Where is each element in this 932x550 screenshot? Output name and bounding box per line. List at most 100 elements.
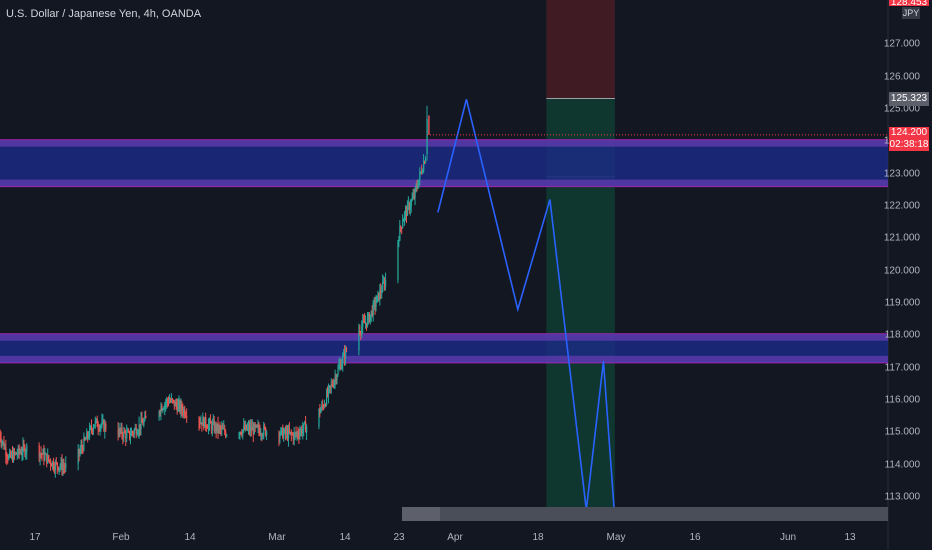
candle-body xyxy=(128,431,130,433)
time-tick-label: 14 xyxy=(339,532,351,543)
candle-body xyxy=(284,429,286,433)
candle-body xyxy=(212,421,214,424)
price-tick-label: 114.000 xyxy=(884,459,920,471)
candle-body xyxy=(403,219,405,222)
candle-body xyxy=(327,387,330,396)
candle-body xyxy=(57,466,59,471)
candle-body xyxy=(253,424,255,435)
candle-body xyxy=(210,423,213,431)
candle-body xyxy=(223,428,225,430)
bar-countdown-label: 02:38:18 xyxy=(889,138,929,151)
zone-top-edge-1 xyxy=(0,139,888,147)
candle-body xyxy=(133,429,136,434)
candle-body xyxy=(303,423,305,430)
time-tick-label: May xyxy=(606,532,626,543)
candle-body xyxy=(173,400,175,407)
candle-body xyxy=(44,454,46,460)
candle-body xyxy=(6,455,8,458)
candle-body xyxy=(8,456,10,460)
candle-body xyxy=(364,321,366,324)
candle-body xyxy=(226,435,228,437)
candle-body xyxy=(247,427,249,430)
candle-body xyxy=(296,432,298,435)
candle-body xyxy=(49,459,51,461)
candle-body xyxy=(139,424,141,430)
candle-body xyxy=(134,427,136,430)
candle-body xyxy=(93,424,96,428)
candle-body xyxy=(338,366,340,369)
candle-body xyxy=(402,221,404,228)
candle-body xyxy=(10,452,12,457)
candle-body xyxy=(415,186,417,189)
candle-body xyxy=(198,417,200,424)
time-tick-label: 14 xyxy=(184,532,196,543)
candle-body xyxy=(344,352,346,359)
candle-body xyxy=(168,401,170,403)
candle-body xyxy=(65,463,67,468)
candle-body xyxy=(135,427,137,435)
candle-body xyxy=(130,431,133,436)
candle-body xyxy=(185,415,187,417)
candle-body xyxy=(375,302,377,307)
candle-body xyxy=(304,422,306,424)
candle-body xyxy=(319,408,321,413)
candle-body xyxy=(293,433,295,440)
candle-body xyxy=(278,432,280,439)
candle-body xyxy=(383,281,385,283)
candle-body xyxy=(384,281,386,287)
candle-body xyxy=(301,429,303,434)
candle-body xyxy=(87,432,89,438)
candle-body xyxy=(39,453,41,458)
candle-body xyxy=(15,452,18,455)
currency-badge[interactable]: JPY xyxy=(902,7,920,19)
candle-body xyxy=(12,453,14,461)
candle-body xyxy=(94,420,96,425)
candle-body xyxy=(56,462,58,467)
candle-body xyxy=(59,466,61,468)
candle-body xyxy=(381,291,383,293)
candle-body xyxy=(174,401,176,407)
candle-body xyxy=(363,320,365,322)
candle-body xyxy=(203,417,205,428)
candle-body xyxy=(256,425,258,427)
candle-body xyxy=(423,161,425,172)
time-tick-label: 17 xyxy=(29,532,41,543)
candle-body xyxy=(126,431,128,439)
candle-body xyxy=(326,392,328,406)
candle-body xyxy=(326,392,329,396)
candle-body xyxy=(21,453,23,455)
candle-body xyxy=(409,206,411,210)
candle-body xyxy=(208,419,211,424)
candle-body xyxy=(86,432,88,440)
candle-body xyxy=(245,424,247,430)
candle-body xyxy=(401,227,403,229)
candle-body xyxy=(178,401,180,405)
candle-body xyxy=(201,422,203,426)
candle-body xyxy=(407,203,410,205)
candle-body xyxy=(343,352,345,357)
candle-body xyxy=(322,404,324,406)
candle-body xyxy=(64,466,66,468)
candle-body xyxy=(183,409,185,414)
candle-body xyxy=(3,441,5,449)
candle-body xyxy=(92,427,95,432)
candle-body xyxy=(246,424,248,430)
time-scrollbar-handle xyxy=(402,507,440,521)
candle-body xyxy=(299,432,301,437)
candle-body xyxy=(254,424,256,427)
price-tick-label: 121.000 xyxy=(883,232,920,244)
candle-body xyxy=(251,427,254,431)
candle-body xyxy=(45,453,47,455)
candle-body xyxy=(138,424,140,432)
candle-body xyxy=(175,401,177,406)
candle-body xyxy=(144,416,146,421)
candle-body xyxy=(428,115,430,135)
candle-body xyxy=(408,203,411,210)
candle-body xyxy=(262,435,264,437)
zone-bottom-edge-2 xyxy=(0,355,888,363)
price-tick-label: 126.000 xyxy=(883,71,920,83)
candle-body xyxy=(99,426,101,430)
candle-body xyxy=(177,404,179,412)
candle-body xyxy=(282,427,284,439)
